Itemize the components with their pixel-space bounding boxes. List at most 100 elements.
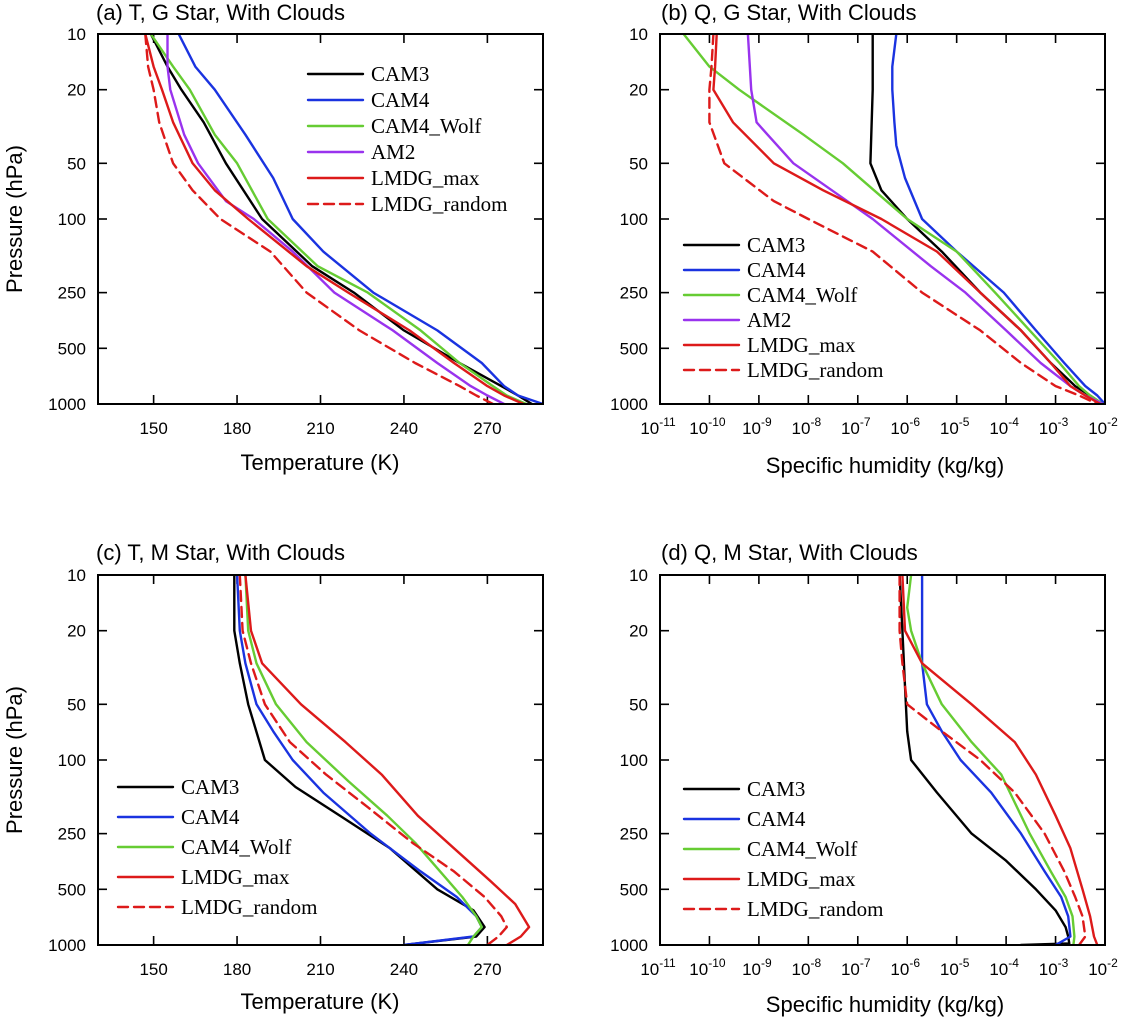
y-tick-label: 1000 [48, 936, 86, 955]
x-tick-exponent: -2 [1107, 956, 1118, 970]
x-tick-label: 270 [473, 419, 501, 438]
x-tick-base: 10 [742, 419, 761, 438]
x-tick-base: 10 [940, 419, 959, 438]
series-line-cam4-wolf [244, 575, 483, 945]
x-tick-label: 10-8 [792, 956, 822, 979]
x-tick-label: 10-9 [742, 956, 772, 979]
plot-frame [97, 33, 544, 405]
panel-b: (b) Q, G Star, With Clouds 10 20 50 100 250 50… [610, 0, 1118, 478]
y-tick-label: 10 [629, 566, 648, 585]
legend-label-lmdg-random: LMDG_random [371, 192, 507, 216]
x-tick-label: 180 [223, 960, 251, 979]
y-tick-label: 10 [629, 25, 648, 44]
series-line-cam4-wolf [149, 34, 528, 404]
legend-label-cam4: CAM4 [747, 807, 806, 831]
x-tick-exponent: -11 [659, 415, 676, 429]
x-tick-exponent: -4 [1008, 956, 1019, 970]
series-line-cam3 [233, 575, 486, 945]
panel-d-title: (d) Q, M Star, With Clouds [661, 540, 918, 565]
legend-label-cam4: CAM4 [747, 258, 806, 282]
y-tick-label: 20 [629, 81, 648, 100]
x-tick-base: 10 [689, 960, 708, 979]
panel-c: (c) T, M Star, With Clouds 10 20 50 100 250 50… [2, 540, 544, 1014]
legend-label-cam3: CAM3 [371, 62, 429, 86]
legend-label-cam3: CAM3 [747, 233, 805, 257]
x-tick-label: 10-5 [940, 415, 970, 438]
panel-a-title: (a) T, G Star, With Clouds [96, 0, 345, 25]
y-tick-label: 1000 [610, 936, 648, 955]
y-tick-label: 250 [58, 825, 86, 844]
y-tick-label: 100 [620, 210, 648, 229]
y-tick-label: 250 [58, 284, 86, 303]
x-tick-exponent: -3 [1058, 415, 1069, 429]
y-tick-label: 250 [620, 825, 648, 844]
x-tick-label: 10-11 [640, 956, 676, 979]
series-line-am2 [746, 34, 1104, 404]
x-tick-label: 10-4 [989, 415, 1019, 438]
panel-b-title: (b) Q, G Star, With Clouds [661, 0, 917, 25]
legend-label-cam4: CAM4 [181, 805, 240, 829]
x-tick-exponent: -7 [860, 415, 871, 429]
x-axis-label: Specific humidity (kg/kg) [766, 992, 1004, 1017]
x-tick-exponent: -5 [959, 415, 970, 429]
x-tick-base: 10 [989, 419, 1008, 438]
legend-label-cam4-wolf: CAM4_Wolf [371, 114, 481, 138]
series-line-cam4 [920, 575, 1072, 945]
x-tick-exponent: -10 [708, 415, 726, 429]
x-tick-label: 10-6 [890, 956, 920, 979]
x-tick-exponent: -2 [1107, 415, 1118, 429]
legend-label-lmdg-random: LMDG_random [181, 895, 317, 919]
y-tick-label: 1000 [610, 395, 648, 414]
legend-label-cam4: CAM4 [371, 88, 430, 112]
panel-c-title: (c) T, M Star, With Clouds [96, 540, 345, 565]
legend-label-cam3: CAM3 [181, 775, 239, 799]
legend-label-cam3: CAM3 [747, 777, 805, 801]
y-tick-label: 500 [58, 880, 86, 899]
y-tick-label: 20 [629, 622, 648, 641]
series-line-lmdg-random [898, 575, 1087, 945]
y-tick-label: 50 [629, 154, 648, 173]
legend-label-cam4-wolf: CAM4_Wolf [747, 283, 857, 307]
y-axis-label: Pressure (hPa) [2, 145, 27, 293]
plot-frame [97, 574, 544, 946]
legend-label-am2: AM2 [747, 308, 791, 332]
x-tick-base: 10 [841, 960, 860, 979]
x-tick-label: 10-7 [841, 415, 871, 438]
panel-a: (a) T, G Star, With Clouds 10 20 50 100 250 50… [2, 0, 544, 475]
x-tick-label: 150 [139, 419, 167, 438]
x-tick-base: 10 [640, 960, 659, 979]
x-tick-base: 10 [742, 960, 761, 979]
x-tick-base: 10 [1039, 419, 1058, 438]
y-tick-label: 20 [67, 622, 86, 641]
x-tick-base: 10 [890, 960, 909, 979]
x-tick-base: 10 [989, 960, 1008, 979]
y-tick-label: 500 [620, 880, 648, 899]
plot-frame [659, 574, 1106, 946]
series-line-lmdg-max [712, 34, 1102, 404]
y-axis-label: Pressure (hPa) [2, 686, 27, 834]
panel-d: (d) Q, M Star, With Clouds 10 20 50 100 250 50… [610, 540, 1118, 1017]
series-line-cam3 [898, 575, 1071, 945]
legend-label-am2: AM2 [371, 140, 415, 164]
series-line-cam4-wolf [906, 575, 1076, 945]
x-tick-base: 10 [841, 419, 860, 438]
x-tick-label: 10-7 [841, 956, 871, 979]
y-tick-label: 50 [67, 695, 86, 714]
series-line-cam3 [149, 34, 534, 404]
x-tick-exponent: -9 [761, 415, 772, 429]
x-axis-label: Temperature (K) [241, 450, 400, 475]
x-axis-label: Temperature (K) [241, 989, 400, 1014]
series-line-lmdg-max [901, 575, 1099, 945]
x-tick-label: 10-8 [792, 415, 822, 438]
x-tick-exponent: -8 [810, 415, 821, 429]
x-tick-exponent: -10 [708, 956, 726, 970]
legend-label-lmdg-max: LMDG_max [747, 333, 856, 357]
series-line-am2 [166, 34, 506, 404]
x-axis-label: Specific humidity (kg/kg) [766, 453, 1004, 478]
x-tick-base: 10 [1088, 960, 1107, 979]
legend-label-lmdg-max: LMDG_max [181, 865, 290, 889]
x-tick-exponent: -9 [761, 956, 772, 970]
plot-frame [659, 33, 1106, 405]
